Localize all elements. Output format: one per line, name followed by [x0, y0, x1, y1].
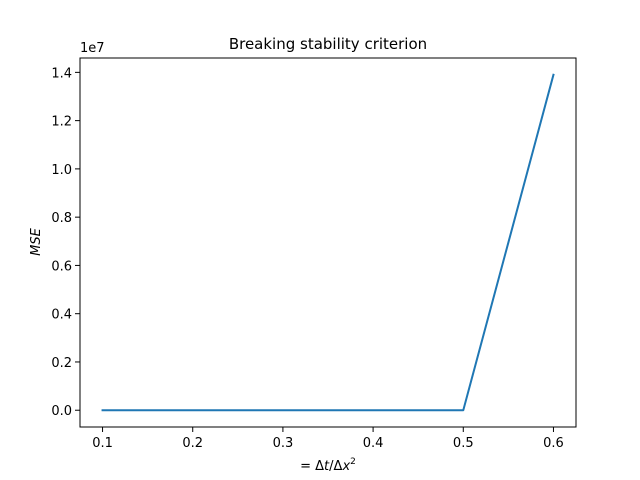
axes-frame — [79, 57, 577, 428]
y-tick-label: 0.6 — [51, 259, 72, 274]
x-axis-label-x: x — [341, 459, 350, 474]
x-axis-label-mid: /Δ — [329, 459, 342, 474]
y-tick-label: 0.2 — [51, 356, 72, 371]
y-axis-label: MSE — [29, 227, 44, 255]
x-tick-label: 0.4 — [363, 436, 384, 451]
x-tick-label: 0.6 — [543, 436, 564, 451]
x-tick-label: 0.5 — [453, 436, 474, 451]
chart-title: Breaking stability criterion — [229, 35, 427, 53]
x-axis-label-prefix: = Δ — [300, 459, 324, 474]
x-axis-label-t: t — [324, 459, 330, 474]
series-line-0 — [101, 73, 555, 412]
x-tick-label: 0.2 — [182, 436, 203, 451]
x-tick-label: 0.3 — [273, 436, 294, 451]
y-tick-label: 0.8 — [51, 211, 72, 226]
plot-area: 0.1 0.2 0.3 0.4 0.5 0.6 0.0 0.2 0.4 0.6 0.8 1.0 1.2 1… — [51, 57, 577, 451]
y-tick-label: 1.4 — [51, 66, 72, 81]
x-tick-label: 0.1 — [92, 436, 113, 451]
x-axis-label: = Δt/Δx2 — [300, 457, 356, 474]
y-tick-label: 1.2 — [51, 115, 72, 130]
y-tick-label: 0.0 — [51, 404, 72, 419]
y-tick-label: 0.4 — [51, 308, 72, 323]
x-axis-label-exponent: 2 — [350, 457, 356, 467]
y-tick-label: 1.0 — [51, 163, 72, 178]
y-offset-label: 1e7 — [80, 41, 105, 56]
